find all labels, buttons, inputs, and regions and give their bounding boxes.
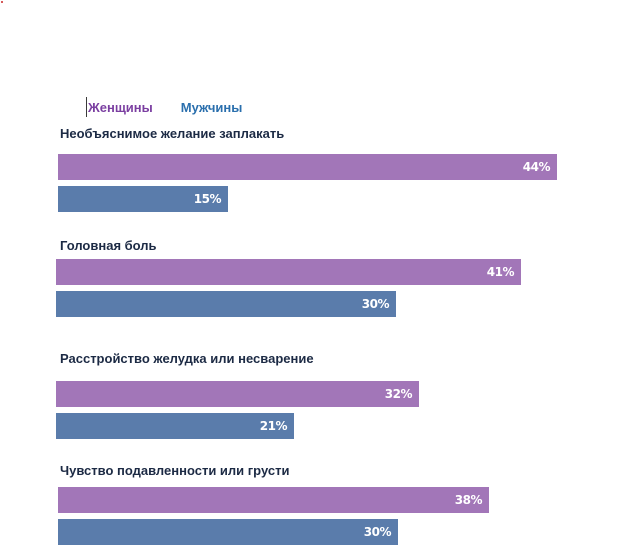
category-label: Необъяснимое желание заплакать: [60, 126, 285, 141]
chart-legend: Женщины Мужчины: [86, 97, 242, 117]
bar-men: 21%: [56, 413, 294, 439]
category-label: Расстройство желудка или несварение: [60, 351, 314, 366]
bar-men: 15%: [58, 186, 228, 212]
category-label: Чувство подавленности или грусти: [60, 463, 290, 478]
bar-women: 41%: [56, 259, 521, 285]
bar-women: 38%: [58, 487, 489, 513]
bar-value-label: 41%: [486, 265, 515, 279]
bar-women: 32%: [56, 381, 419, 407]
category-label: Головная боль: [60, 238, 157, 253]
bar-value-label: 30%: [361, 297, 390, 311]
legend-item-men: Мужчины: [180, 99, 243, 115]
bar-women: 44%: [58, 154, 557, 180]
bar-value-label: 38%: [454, 493, 483, 507]
bar-value-label: 32%: [384, 387, 413, 401]
bar-men: 30%: [56, 291, 396, 317]
corner-mark: [1, 1, 3, 3]
bar-men: 30%: [58, 519, 398, 545]
bar-value-label: 15%: [193, 192, 222, 206]
bar-value-label: 44%: [522, 160, 551, 174]
legend-item-women: Женщины: [88, 99, 153, 115]
bar-value-label: 30%: [363, 525, 392, 539]
bar-value-label: 21%: [259, 419, 288, 433]
